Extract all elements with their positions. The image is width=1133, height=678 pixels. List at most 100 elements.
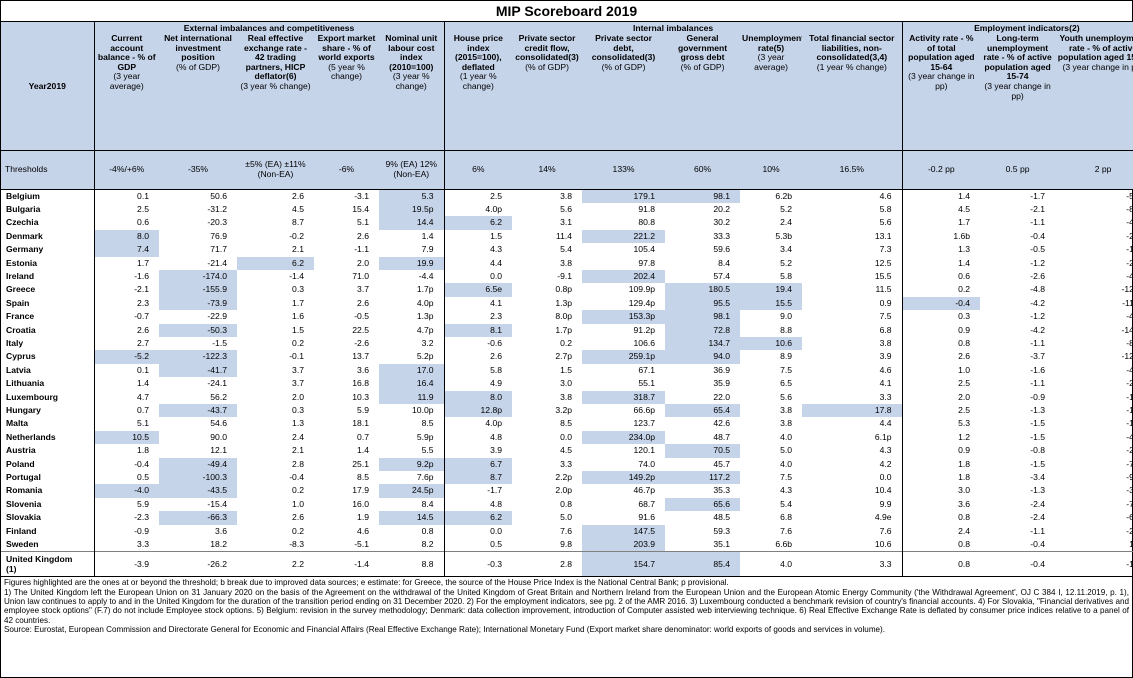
column-header-title: Net international investment position bbox=[164, 34, 232, 63]
value-cell: 12.1 bbox=[210, 445, 227, 456]
column-header-title: Nominal unit labour cost index (2010=100… bbox=[385, 34, 438, 72]
value-cell: -7.1 bbox=[1126, 498, 1133, 509]
value-cell: 6.8 bbox=[802, 323, 903, 337]
value-cell: 15.4 bbox=[352, 203, 369, 214]
value-cell: 5.6 bbox=[780, 391, 793, 402]
country-cell: Netherlands bbox=[1, 430, 95, 445]
value-cell: 2.4 bbox=[780, 217, 793, 228]
value-cell: -1.5 bbox=[1126, 405, 1133, 415]
value-cell: -50.3 bbox=[159, 323, 237, 337]
value-cell: 3.2 bbox=[379, 336, 445, 351]
column-header-5: Nominal unit labour cost index (2010=100… bbox=[379, 34, 445, 150]
value-cell: -0.1 bbox=[289, 351, 304, 362]
value-cell: 90.0 bbox=[210, 431, 227, 442]
value-cell: 3.3 bbox=[560, 458, 573, 469]
value-cell: 0.2 bbox=[292, 485, 304, 496]
threshold-cell: 0.5 pp bbox=[980, 150, 1056, 189]
value-cell: 3.8 bbox=[802, 336, 903, 351]
value-cell: 97.8 bbox=[638, 257, 656, 268]
value-cell: 2.8 bbox=[512, 551, 583, 577]
value-cell: 98.1 bbox=[665, 189, 741, 203]
value-cell: 2.5 bbox=[958, 405, 971, 415]
table-row: Luxembourg 4.7 56.2 2.0 10.3 11.9 8.0 3.8 318.7 2… bbox=[1, 390, 1133, 404]
value-cell: 1.8 bbox=[958, 472, 971, 483]
value-cell: 7.5 bbox=[780, 472, 793, 483]
column-header-unit: (3 year change in pp) bbox=[908, 71, 975, 91]
table-row: Croatia 2.6 -50.3 1.5 22.5 4.7p 8.1 1.7p 91.2p 72… bbox=[1, 323, 1133, 337]
value-cell: 15.5 bbox=[802, 269, 903, 284]
value-cell: 4.4 bbox=[802, 417, 903, 431]
value-cell: 59.6 bbox=[713, 244, 731, 255]
column-header-2: Net international investment position (% … bbox=[159, 34, 237, 150]
threshold-cell: 14% bbox=[512, 150, 583, 189]
value-cell: 4.5 bbox=[560, 445, 573, 456]
country-cell: Latvia bbox=[1, 363, 95, 378]
value-cell: -0.4 bbox=[289, 472, 304, 483]
value-cell: 8.9 bbox=[780, 351, 793, 362]
threshold-cell: 133% bbox=[582, 150, 666, 189]
column-header-title: General government gross debt bbox=[677, 34, 728, 63]
value-cell: 2.0 bbox=[357, 257, 369, 268]
column-header-unit: (3 year change in pp) bbox=[984, 80, 1051, 101]
value-cell: 318.7 bbox=[582, 390, 666, 404]
value-cell: -22.9 bbox=[207, 311, 227, 322]
column-header-title: Total financial sector liabilities, non-… bbox=[809, 34, 895, 63]
country-cell: Lithuania bbox=[1, 377, 95, 391]
value-cell: 0.9 bbox=[802, 296, 903, 311]
column-header-4: Export market share - % of world exports… bbox=[314, 34, 379, 150]
table-row: Poland -0.4 -49.4 2.8 25.1 9.2p 6.7 3.3 74.0 45.7… bbox=[1, 457, 1133, 472]
value-cell: 66.6p bbox=[633, 405, 656, 415]
value-cell: 35.9 bbox=[713, 378, 731, 389]
value-cell: 10.4 bbox=[802, 484, 903, 498]
value-cell: 17.9 bbox=[352, 485, 369, 496]
value-cell: 7.4 bbox=[94, 243, 159, 257]
value-cell: 4.7p bbox=[379, 323, 445, 337]
footnotes: Figures highlighted are the ones at or b… bbox=[1, 576, 1132, 635]
value-cell: 8.0 bbox=[444, 390, 513, 404]
value-cell: -4.3 bbox=[1126, 270, 1133, 281]
value-cell: 3.7 bbox=[292, 364, 304, 375]
value-cell: 8.5 bbox=[357, 472, 369, 483]
value-cell: 0.7 bbox=[357, 431, 369, 442]
value-cell: -1.4 bbox=[289, 270, 304, 281]
value-cell: 2.0p bbox=[555, 485, 573, 496]
value-cell: -14.7 bbox=[1121, 324, 1133, 335]
country-cell: Sweden bbox=[1, 538, 95, 552]
value-cell: 7.6p bbox=[379, 471, 445, 485]
value-cell: 3.6 bbox=[215, 525, 227, 536]
value-cell: 5.3b bbox=[775, 230, 793, 241]
value-cell: 8.5 bbox=[379, 417, 445, 431]
value-cell: -1.1 bbox=[354, 244, 369, 255]
value-cell: 3.8 bbox=[560, 257, 573, 268]
value-cell: 91.6 bbox=[638, 512, 656, 523]
value-cell: 5.2 bbox=[780, 257, 793, 268]
table-row: Czechia 0.6 -20.3 8.7 5.1 14.4 6.2 3.1 80.8 30.2 2… bbox=[1, 216, 1133, 230]
value-cell: 3.8 bbox=[560, 190, 573, 201]
value-cell: -0.8 bbox=[1030, 445, 1046, 456]
value-cell: 129.4p bbox=[628, 297, 656, 308]
value-cell: 2.4 bbox=[958, 525, 971, 536]
value-cell: 25.1 bbox=[352, 458, 369, 469]
value-cell: 3.3 bbox=[802, 390, 903, 404]
column-header-unit: (3 year average) bbox=[109, 71, 144, 91]
value-cell: 3.2p bbox=[555, 405, 573, 415]
table-row: Lithuania 1.4 -24.1 3.7 16.8 16.4 4.9 3.0 55.1 35… bbox=[1, 377, 1133, 391]
value-cell: 2.1 bbox=[292, 244, 304, 255]
thresholds-label: Thresholds bbox=[1, 150, 95, 189]
column-header-1: Current account balance - % of GDP (3 yea… bbox=[94, 34, 159, 150]
value-cell: 7.5 bbox=[802, 310, 903, 324]
value-cell: 2.8 bbox=[292, 458, 304, 469]
value-cell: 91.8 bbox=[638, 203, 656, 214]
value-cell: 65.4 bbox=[665, 404, 741, 418]
value-cell: 18.2 bbox=[210, 539, 227, 550]
page-title: MIP Scoreboard 2019 bbox=[1, 1, 1132, 22]
value-cell: 19.9 bbox=[379, 256, 445, 270]
value-cell: -0.6 bbox=[487, 337, 503, 348]
value-cell: -4.9 bbox=[1126, 217, 1133, 228]
column-header-unit: (3 year change in pp) bbox=[1062, 61, 1133, 72]
value-cell: 4.0 bbox=[740, 551, 803, 577]
value-cell: 202.4 bbox=[582, 269, 666, 284]
value-cell: 71.7 bbox=[210, 244, 227, 255]
column-header-title: Export market share - % of world exports bbox=[317, 34, 376, 63]
value-cell: -20.3 bbox=[207, 217, 227, 228]
